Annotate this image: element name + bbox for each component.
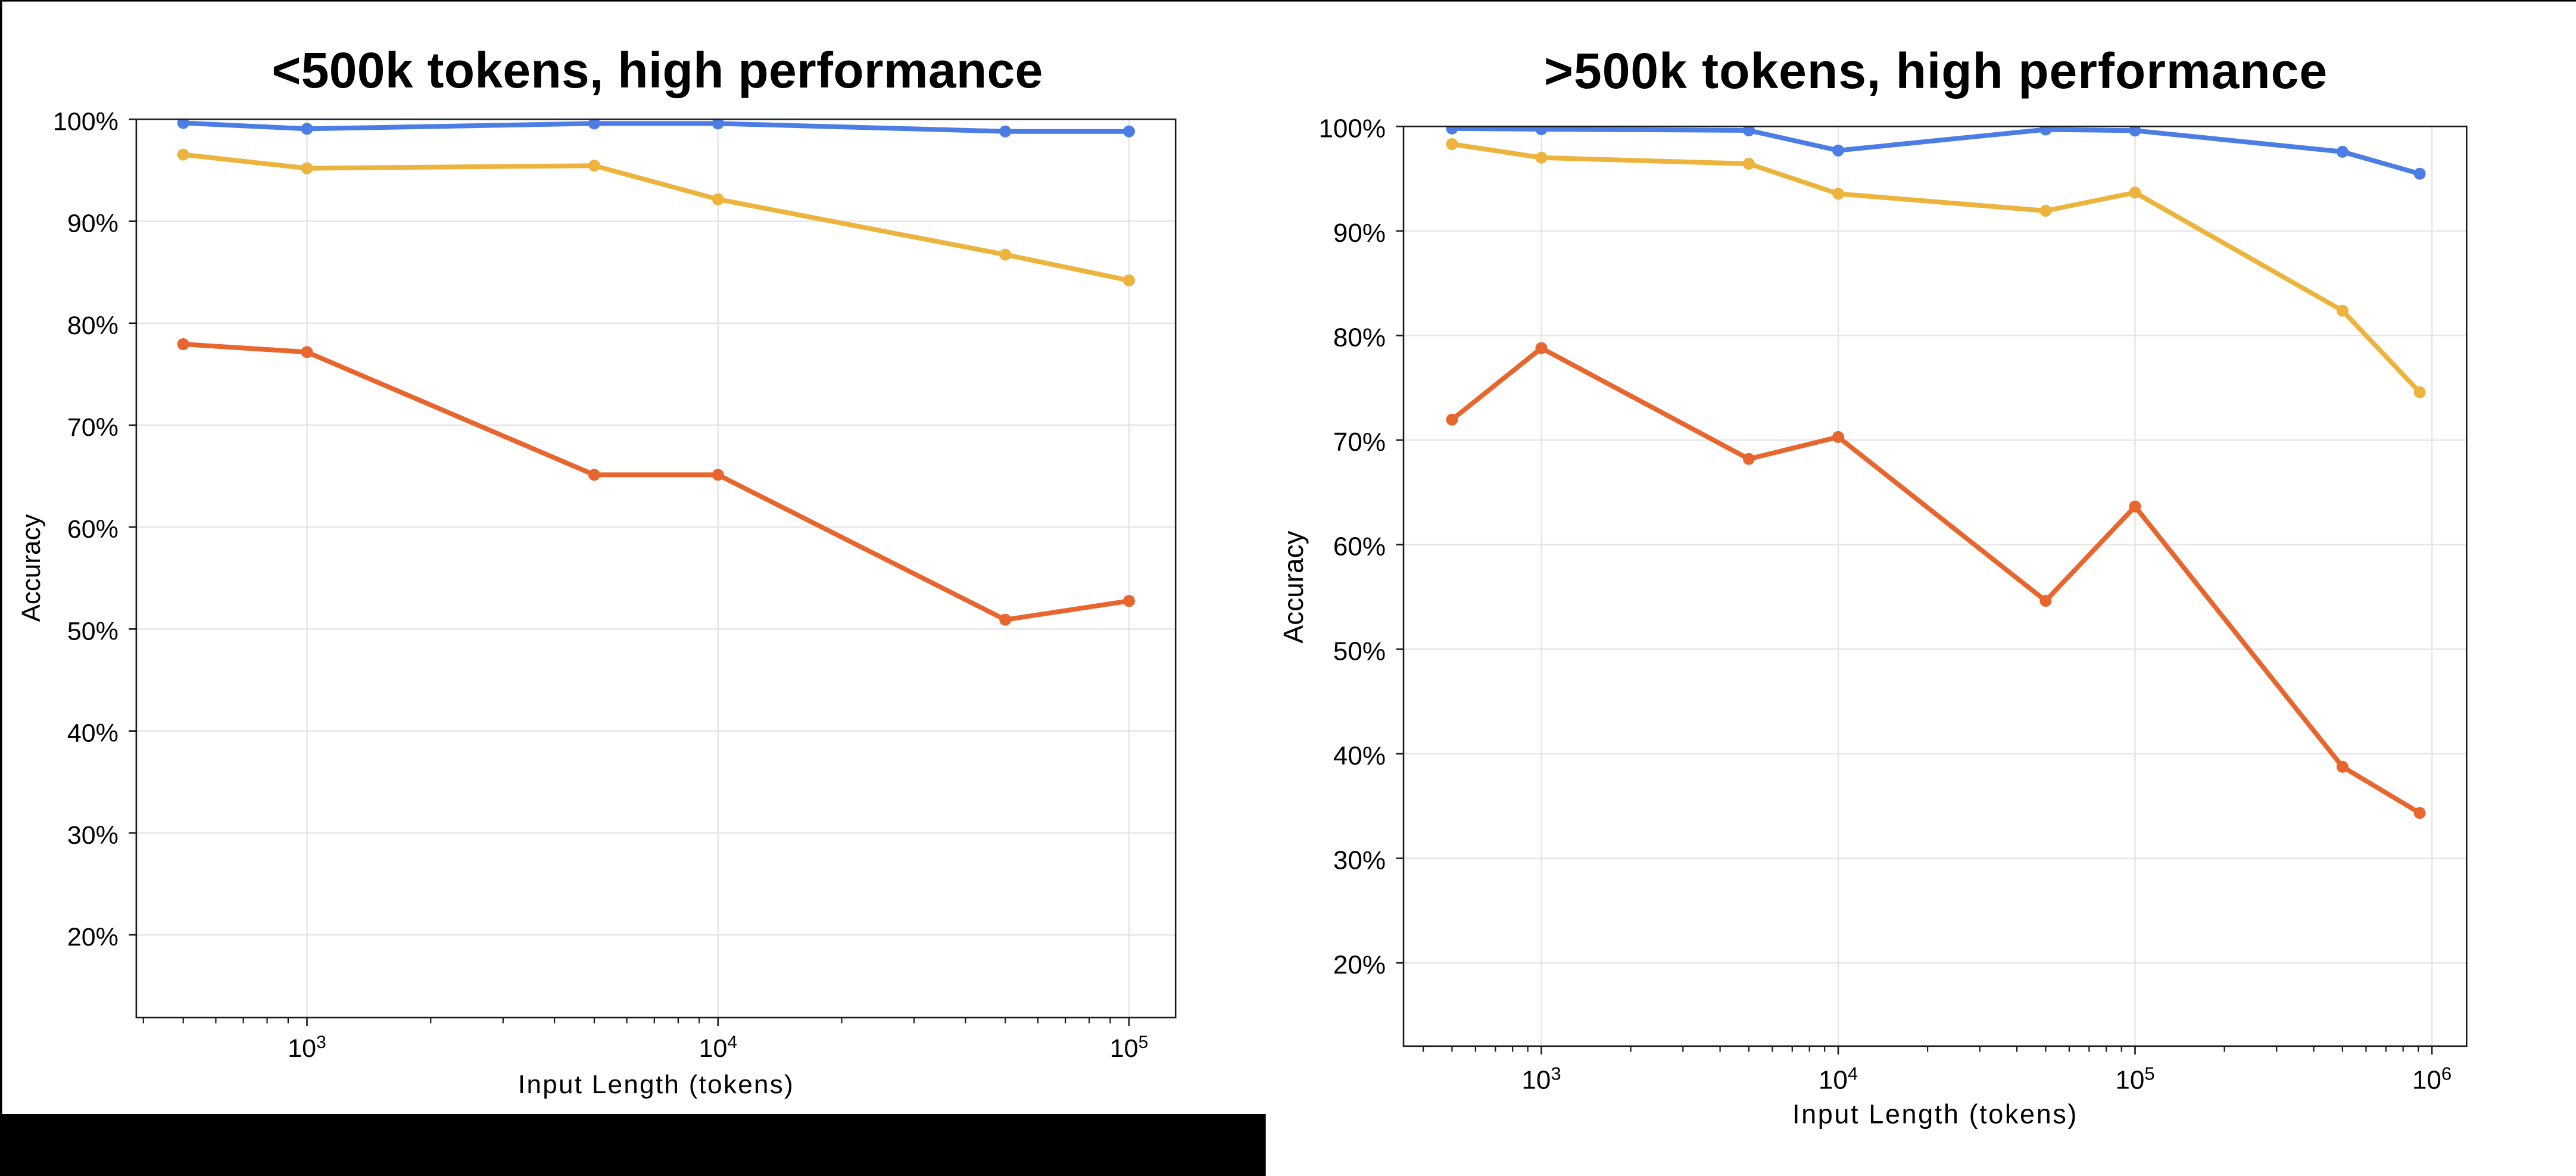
svg-text:60%: 60% bbox=[1333, 532, 1386, 562]
svg-text:20%: 20% bbox=[1333, 950, 1386, 980]
svg-text:40%: 40% bbox=[67, 719, 118, 748]
svg-text:50%: 50% bbox=[67, 617, 118, 645]
svg-text:90%: 90% bbox=[1333, 219, 1386, 248]
svg-text:80%: 80% bbox=[1333, 323, 1386, 353]
svg-text:20%: 20% bbox=[67, 923, 118, 952]
svg-text:Input Length (tokens): Input Length (tokens) bbox=[1792, 1099, 2078, 1130]
svg-text:30%: 30% bbox=[67, 821, 118, 850]
svg-text:50%: 50% bbox=[1333, 637, 1386, 666]
svg-text:Accuracy: Accuracy bbox=[17, 514, 46, 622]
svg-text:40%: 40% bbox=[1333, 741, 1386, 771]
svg-text:Input Length (tokens): Input Length (tokens) bbox=[518, 1070, 794, 1099]
svg-text:100%: 100% bbox=[1318, 114, 1386, 143]
svg-text:70%: 70% bbox=[1333, 428, 1386, 457]
svg-text:105: 105 bbox=[2115, 1063, 2154, 1095]
svg-text:>500k tokens, high performance: >500k tokens, high performance bbox=[1544, 43, 2328, 99]
svg-text:30%: 30% bbox=[1333, 846, 1386, 875]
svg-text:60%: 60% bbox=[67, 515, 118, 544]
svg-text:100%: 100% bbox=[53, 107, 118, 136]
svg-text:<500k tokens, high performance: <500k tokens, high performance bbox=[272, 42, 1043, 98]
svg-text:Accuracy: Accuracy bbox=[1278, 531, 1309, 643]
svg-text:80%: 80% bbox=[67, 311, 118, 340]
svg-text:70%: 70% bbox=[67, 413, 118, 442]
svg-text:90%: 90% bbox=[67, 210, 118, 238]
